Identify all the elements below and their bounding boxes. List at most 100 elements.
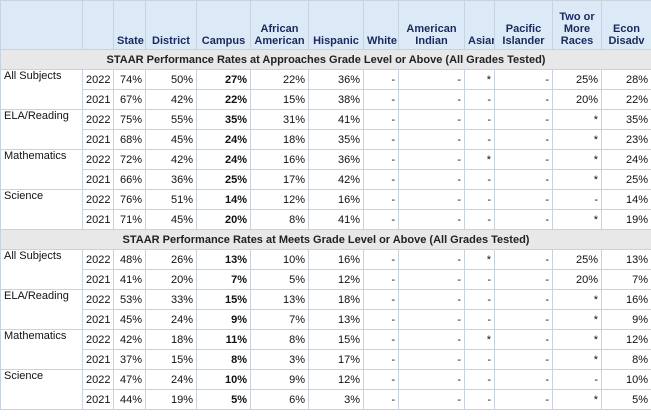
value-cell: -	[494, 189, 553, 210]
value-cell: -	[363, 69, 399, 90]
value-cell: *	[552, 149, 602, 170]
value-cell: 68%	[113, 129, 146, 150]
column-header: Econ Disadv	[601, 0, 651, 50]
value-cell: 15%	[145, 349, 197, 370]
value-cell: 16%	[308, 189, 364, 210]
data-row: ELA/Reading 2022 53% 33% 15% 13% 18% - - - - * 16%	[0, 289, 651, 330]
value-cell: -	[552, 189, 602, 210]
year-cell: 2021	[82, 349, 114, 370]
value-cell: 15%	[250, 89, 309, 110]
value-cell: *	[552, 309, 602, 330]
value-cell: -	[398, 169, 465, 190]
value-cell: 25%	[196, 169, 251, 190]
column-header: Hispanic	[308, 0, 364, 50]
value-cell: -	[363, 369, 399, 390]
value-cell: -	[398, 89, 465, 110]
value-cell: 10%	[601, 369, 651, 390]
value-cell: *	[464, 149, 495, 170]
value-cell: 55%	[145, 109, 197, 130]
year-cell: 2022	[82, 329, 114, 350]
value-cell: 72%	[113, 149, 146, 170]
subject-cell: Mathematics	[0, 329, 83, 370]
value-cell: -	[494, 169, 553, 190]
value-cell: 22%	[196, 89, 251, 110]
subject-cell: ELA/Reading	[0, 109, 83, 150]
value-cell: -	[398, 329, 465, 350]
value-cell: -	[398, 249, 465, 270]
value-cell: -	[494, 309, 553, 330]
column-header: State	[113, 0, 146, 50]
header-row: State District Campus African American Hispa…	[0, 0, 651, 50]
value-cell: 20%	[145, 269, 197, 290]
value-cell: -	[464, 89, 495, 110]
value-cell: 9%	[196, 309, 251, 330]
value-cell: 31%	[250, 109, 309, 130]
value-cell: 41%	[113, 269, 146, 290]
value-cell: 42%	[145, 149, 197, 170]
value-cell: -	[464, 209, 495, 230]
header-cell	[0, 0, 83, 50]
value-cell: -	[464, 129, 495, 150]
data-row: 2021 44% 19% 5% 6% 3% - - - - * 5%	[1, 389, 651, 410]
value-cell: -	[464, 309, 495, 330]
value-cell: -	[494, 349, 553, 370]
value-cell: 17%	[250, 169, 309, 190]
value-cell: 41%	[308, 209, 364, 230]
value-cell: *	[464, 329, 495, 350]
value-cell: 20%	[552, 89, 602, 110]
column-header: White	[363, 0, 399, 50]
value-cell: 8%	[250, 329, 309, 350]
section-row: STAAR Performance Rates at Approaches Gr…	[0, 49, 651, 70]
value-cell: 35%	[308, 129, 364, 150]
value-cell: -	[363, 109, 399, 130]
value-cell: 27%	[196, 69, 251, 90]
value-cell: 25%	[552, 249, 602, 270]
year-cell: 2021	[82, 309, 114, 330]
column-header: Campus	[196, 0, 251, 50]
value-cell: 7%	[250, 309, 309, 330]
value-cell: *	[464, 249, 495, 270]
value-cell: 14%	[601, 189, 651, 210]
value-cell: 7%	[196, 269, 251, 290]
value-cell: 25%	[552, 69, 602, 90]
value-cell: -	[494, 89, 553, 110]
subject-cell: All Subjects	[0, 69, 83, 110]
column-header: African American	[250, 0, 309, 50]
value-cell: 6%	[250, 389, 309, 410]
value-cell: -	[363, 249, 399, 270]
value-cell: 12%	[250, 189, 309, 210]
year-cell: 2021	[82, 169, 114, 190]
value-cell: 24%	[145, 309, 197, 330]
year-cell: 2022	[82, 189, 114, 210]
year-cell: 2021	[82, 89, 114, 110]
value-cell: 16%	[601, 289, 651, 310]
data-row: 2021 41% 20% 7% 5% 12% - - - -20% 7%	[1, 269, 651, 290]
value-cell: *	[552, 389, 602, 410]
column-header: Two or More Races	[552, 0, 602, 50]
value-cell: *	[552, 349, 602, 370]
subject-cell: ELA/Reading	[0, 289, 83, 330]
value-cell: 42%	[145, 89, 197, 110]
value-cell: 7%	[601, 269, 651, 290]
value-cell: -	[494, 209, 553, 230]
value-cell: *	[552, 329, 602, 350]
value-cell: -	[494, 69, 553, 90]
value-cell: 76%	[113, 189, 146, 210]
value-cell: 8%	[250, 209, 309, 230]
data-row: 2021 71% 45% 20% 8% 41% - - - - * 19%	[1, 209, 651, 230]
value-cell: -	[363, 389, 399, 410]
value-cell: -	[494, 109, 553, 130]
value-cell: 3%	[308, 389, 364, 410]
year-cell: 2021	[82, 269, 114, 290]
value-cell: *	[552, 169, 602, 190]
value-cell: -	[552, 369, 602, 390]
value-cell: 13%	[250, 289, 309, 310]
value-cell: 24%	[601, 149, 651, 170]
subject-cell: Mathematics	[0, 149, 83, 190]
value-cell: -	[398, 149, 465, 170]
value-cell: -	[494, 389, 553, 410]
value-cell: -	[363, 169, 399, 190]
value-cell: -	[494, 149, 553, 170]
value-cell: 36%	[308, 149, 364, 170]
subject-cell: Science	[0, 369, 83, 410]
